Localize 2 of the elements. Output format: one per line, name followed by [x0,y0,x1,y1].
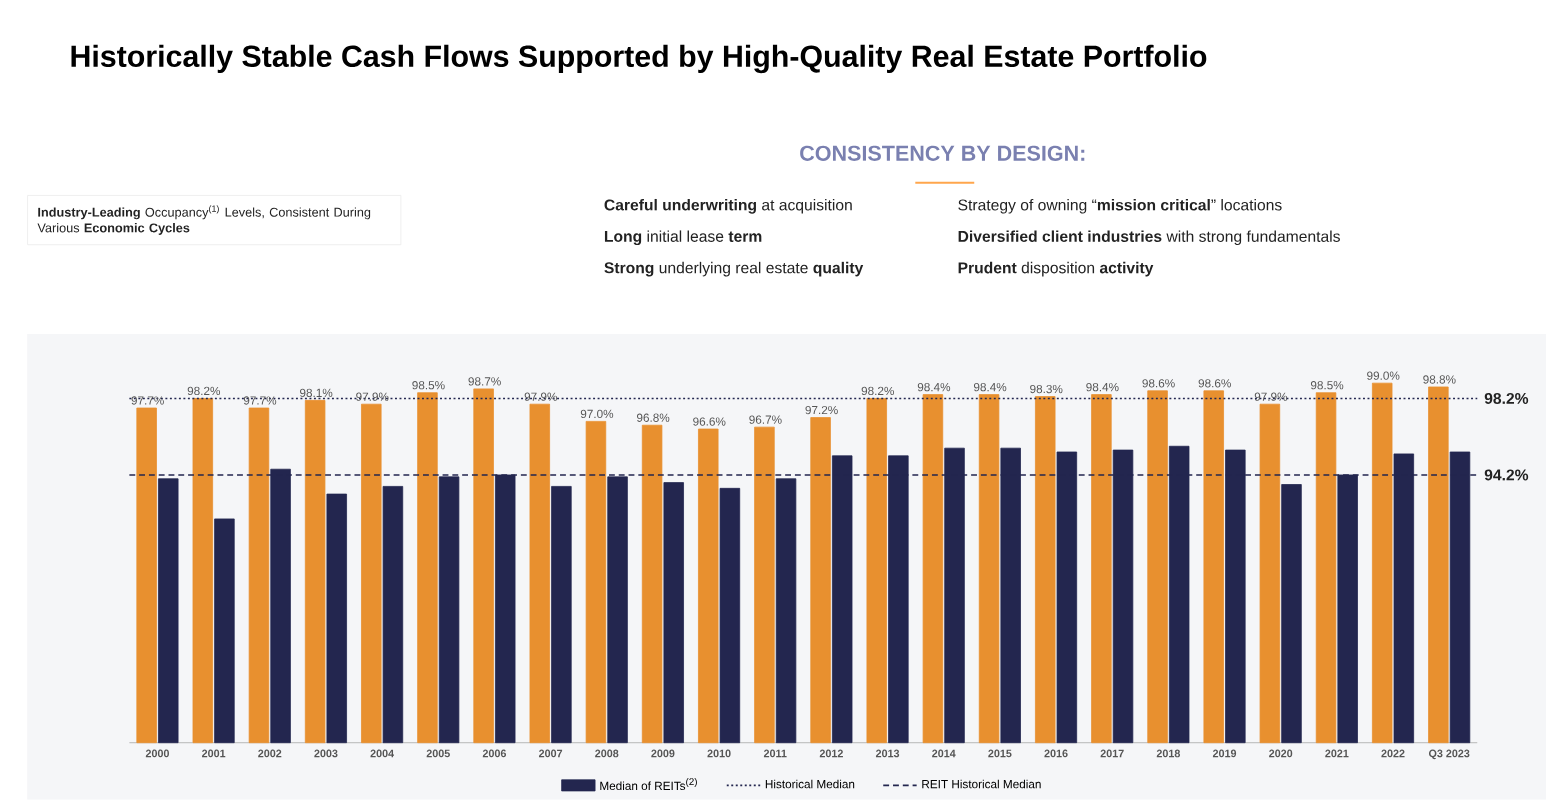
chart-title: Historically Stable Cash Flows Supported by High-Quality Real Estate Portfolio [71,44,1207,74]
chart-subtitle: CONSISTENCY BY DESIGN: [800,145,1085,162]
